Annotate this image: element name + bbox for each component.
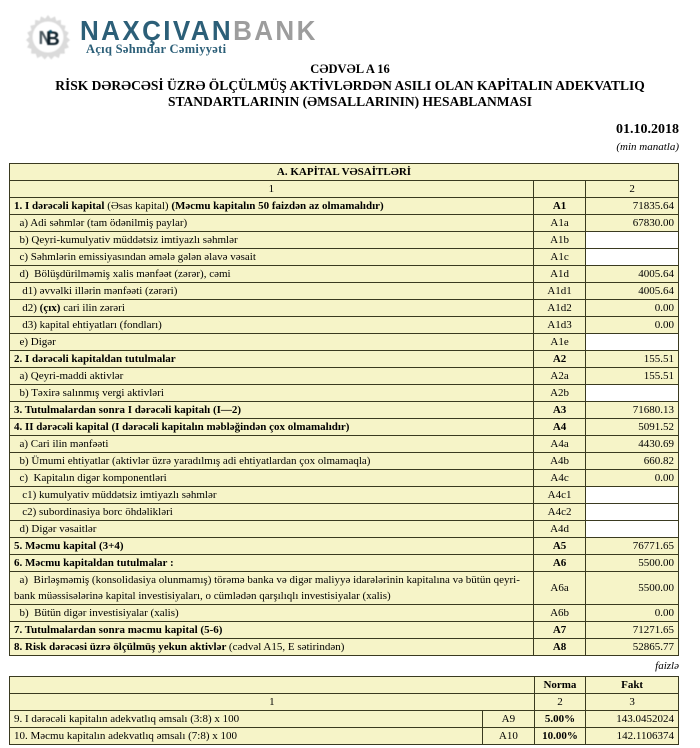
svg-text:B: B	[46, 29, 60, 50]
